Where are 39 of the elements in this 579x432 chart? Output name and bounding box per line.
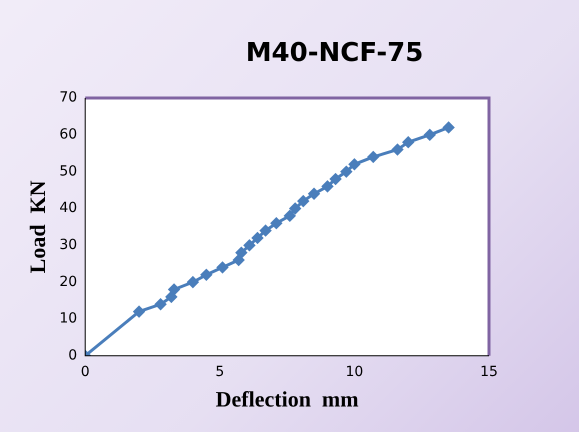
point	[442, 121, 455, 134]
point	[308, 188, 320, 200]
x-tick-label: 5	[215, 364, 224, 380]
point	[284, 210, 296, 222]
point	[367, 150, 380, 163]
point	[243, 239, 256, 252]
point	[186, 276, 199, 288]
point	[330, 173, 342, 186]
point	[168, 284, 180, 296]
point	[297, 195, 310, 208]
chart-title: M40-NCF-75	[244, 38, 424, 68]
point	[391, 144, 404, 156]
point	[270, 217, 282, 230]
y-tick-label: 20	[59, 274, 78, 290]
point	[133, 306, 146, 318]
point	[424, 128, 436, 141]
y-tick-label: 70	[59, 90, 78, 106]
y-tick-label: 30	[59, 236, 78, 253]
y-tick-label: 10	[59, 310, 78, 327]
y-axis-title: Load KN	[24, 180, 50, 274]
point	[260, 224, 272, 237]
x-tick-label: 0	[80, 364, 90, 380]
point	[289, 202, 302, 214]
point	[321, 180, 334, 192]
x-tick-label: 10	[345, 364, 364, 380]
x-tick-label: 15	[480, 364, 498, 380]
y-tick-label: 60	[59, 126, 78, 142]
point	[402, 136, 414, 148]
point	[251, 232, 264, 244]
x-axis-title: Deflection mm	[216, 386, 359, 412]
point	[200, 268, 212, 281]
point	[216, 261, 228, 274]
point	[340, 166, 352, 178]
y-tick-label: 0	[68, 347, 78, 364]
point	[348, 158, 360, 170]
point	[235, 246, 248, 259]
point	[154, 298, 167, 310]
y-tick-label: 50	[59, 163, 78, 180]
y-tick-label: 40	[59, 200, 78, 216]
